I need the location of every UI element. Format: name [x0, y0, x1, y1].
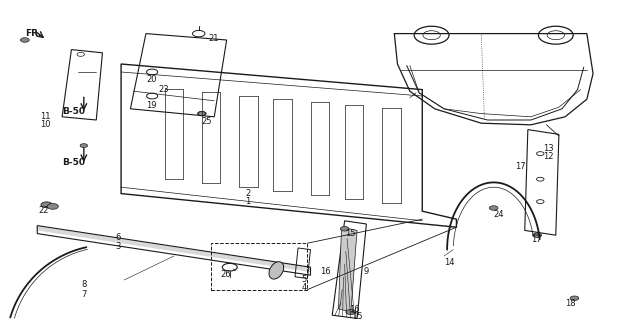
Circle shape: [346, 309, 356, 315]
Text: 12: 12: [543, 152, 554, 161]
Text: 1: 1: [245, 197, 250, 206]
Text: 17: 17: [531, 235, 542, 244]
Circle shape: [570, 296, 579, 300]
Text: 15: 15: [352, 312, 363, 320]
Text: 16: 16: [349, 305, 360, 314]
Text: 16: 16: [320, 267, 330, 276]
Text: 10: 10: [40, 120, 51, 129]
Circle shape: [80, 144, 88, 148]
Text: B-50: B-50: [62, 158, 85, 167]
Bar: [211, 243, 307, 290]
Text: 17: 17: [515, 162, 526, 171]
Circle shape: [41, 202, 52, 208]
Circle shape: [197, 111, 206, 116]
Text: 24: 24: [494, 210, 504, 219]
Text: 23: 23: [158, 85, 169, 94]
Circle shape: [198, 112, 206, 116]
Text: 4: 4: [301, 283, 306, 292]
Text: 3: 3: [115, 242, 120, 251]
Text: 8: 8: [81, 280, 87, 289]
Polygon shape: [338, 227, 357, 312]
Text: 13: 13: [543, 144, 554, 153]
Text: 5: 5: [301, 275, 306, 284]
Text: 14: 14: [444, 258, 455, 267]
Text: 19: 19: [146, 101, 156, 110]
Circle shape: [533, 233, 542, 237]
Text: 11: 11: [40, 112, 51, 121]
Polygon shape: [37, 227, 310, 271]
Circle shape: [489, 206, 498, 210]
Text: 6: 6: [115, 233, 120, 242]
Text: B-50: B-50: [62, 107, 85, 116]
Text: 26: 26: [220, 270, 231, 279]
Text: 7: 7: [81, 290, 87, 299]
Circle shape: [47, 204, 58, 209]
Text: 22: 22: [39, 206, 49, 215]
Circle shape: [340, 227, 349, 231]
Ellipse shape: [269, 262, 284, 279]
Text: 25: 25: [202, 117, 212, 126]
Text: 20: 20: [146, 75, 156, 84]
Text: 9: 9: [363, 267, 368, 276]
Text: 21: 21: [208, 34, 219, 43]
Text: FR.: FR.: [25, 29, 42, 38]
Text: 2: 2: [245, 189, 250, 198]
Circle shape: [20, 38, 29, 42]
Text: 18: 18: [565, 299, 576, 308]
Text: 15: 15: [345, 229, 355, 238]
